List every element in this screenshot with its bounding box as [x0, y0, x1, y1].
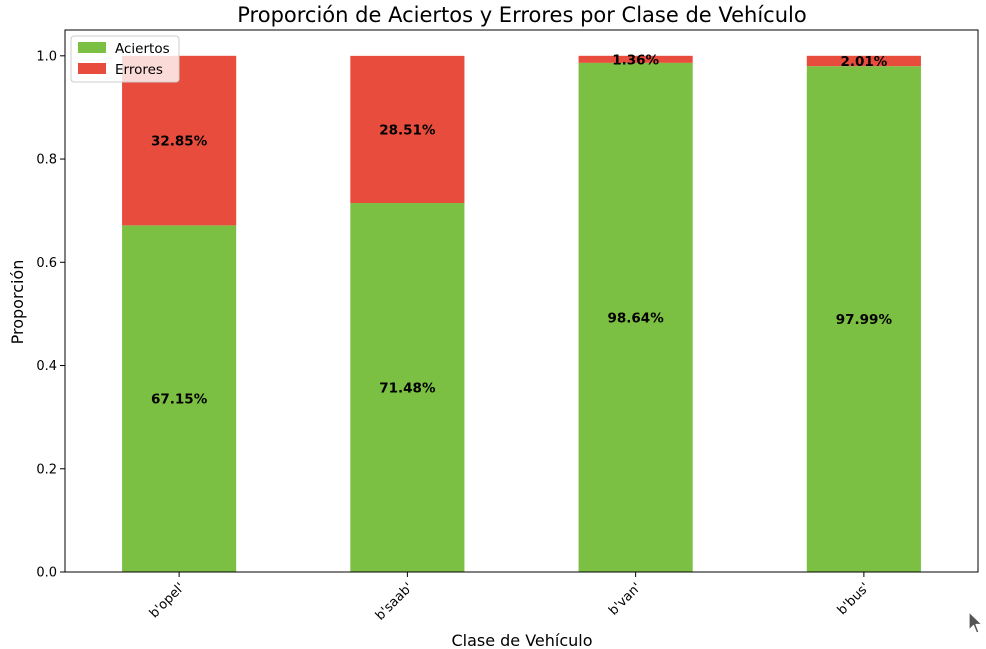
bar-aciertos-3 — [806, 66, 921, 573]
legend: Aciertos Errores — [70, 35, 180, 83]
y-tick-label: 0.4 — [36, 359, 57, 374]
data-label-aciertos-2: 98.64% — [608, 310, 665, 326]
y-axis: 0.0 0.2 0.4 0.6 0.8 1.0 — [36, 49, 65, 581]
y-tick-label: 0.6 — [36, 256, 57, 271]
bar-errores-1 — [350, 55, 465, 204]
y-tick-label: 1.0 — [36, 49, 57, 64]
bar-errores-0 — [122, 55, 237, 226]
legend-label-aciertos: Aciertos — [115, 41, 170, 57]
data-label-errores-2: 1.36% — [612, 52, 659, 68]
x-tick-label: b'bus' — [835, 580, 873, 618]
x-tick-label: b'saab' — [373, 580, 416, 623]
x-tick-label: b'opel' — [147, 580, 188, 621]
bar-aciertos-2 — [578, 62, 693, 573]
y-tick-label: 0.2 — [36, 462, 57, 477]
plot-area: 67.15% 32.85% 71.48% 28.51% 98.64% 1.36% 97.99… — [122, 52, 921, 573]
mouse-pointer-icon — [968, 611, 983, 634]
chart-title: Proporción de Aciertos y Errores por Cla… — [237, 3, 806, 27]
bar-errores-2 — [578, 55, 693, 63]
y-axis-title: Proporción — [8, 260, 27, 345]
data-label-aciertos-1: 71.48% — [379, 381, 436, 397]
y-tick-label: 0.8 — [36, 153, 57, 168]
legend-swatch-aciertos — [78, 42, 106, 53]
plot-frame — [64, 29, 979, 573]
x-axis: b'opel' b'saab' b'van' b'bus' — [147, 572, 873, 624]
x-tick-label: b'van' — [606, 580, 644, 618]
legend-swatch-errores — [78, 63, 106, 74]
y-tick-label: 0.0 — [36, 566, 57, 581]
data-label-aciertos-3: 97.99% — [836, 312, 893, 328]
legend-label-errores: Errores — [115, 62, 163, 78]
data-label-errores-3: 2.01% — [840, 54, 887, 70]
data-label-errores-1: 28.51% — [379, 122, 436, 138]
data-label-errores-0: 32.85% — [151, 134, 208, 150]
bar-aciertos-1 — [350, 203, 465, 573]
bar-errores-3 — [806, 55, 921, 67]
x-axis-title: Clase de Vehículo — [451, 631, 592, 649]
bar-aciertos-0 — [122, 225, 237, 572]
data-label-aciertos-0: 67.15% — [151, 392, 208, 408]
